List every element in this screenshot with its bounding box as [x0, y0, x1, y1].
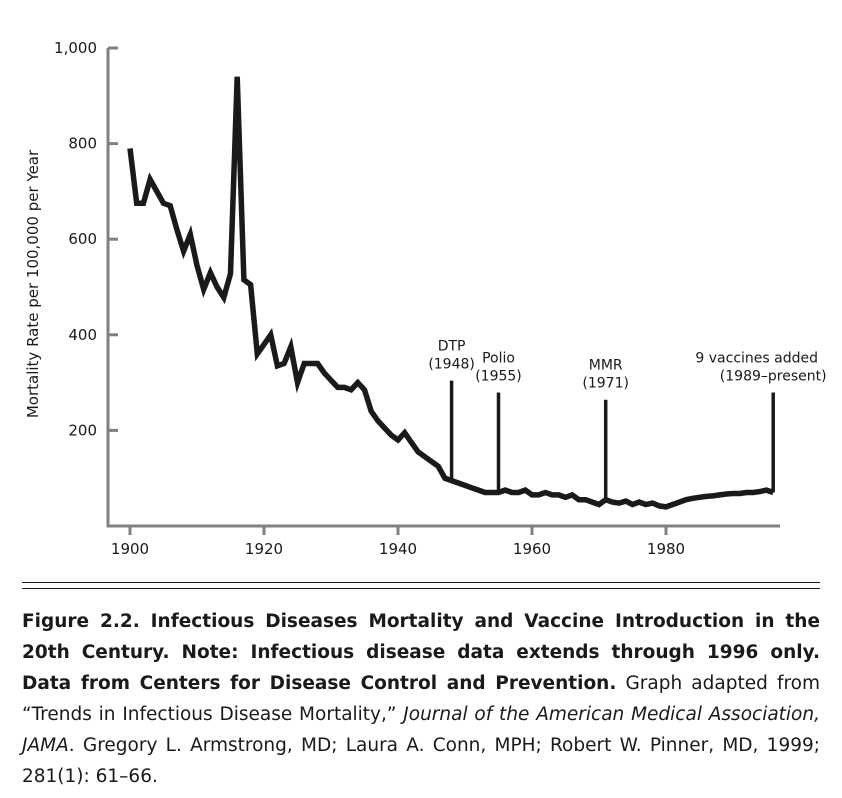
y-tick-label: 200	[68, 421, 97, 439]
x-axis-ticks: 1900 1920 1940 1960 1980	[111, 526, 685, 558]
annotation-label: DTP	[438, 339, 466, 355]
x-tick-label: 1980	[647, 540, 685, 558]
caption-text-1: Graph adapted from “Trends in Infectious…	[22, 673, 820, 725]
annotation-label: (1948)	[428, 357, 475, 373]
x-tick-label: 1940	[379, 540, 417, 558]
y-tick-label: 600	[68, 230, 97, 248]
annotation-label: 9 vaccines added	[695, 351, 818, 367]
y-axis-ticks: 200 400 600 800 1,000	[54, 39, 118, 439]
caption-text-2: . Gregory L. Armstrong, MD; Laura A. Con…	[22, 735, 820, 787]
annotation-label: (1955)	[475, 369, 522, 385]
chart-axes	[106, 48, 780, 528]
figure-caption: Figure 2.2. Infectious Diseases Mortalit…	[22, 606, 820, 792]
annotation-label: (1971)	[582, 376, 629, 392]
mortality-series-line	[127, 76, 775, 510]
annotation-label: MMR	[589, 358, 623, 374]
y-tick-label: 400	[68, 326, 97, 344]
mortality-chart: 200 400 600 800 1,000 1900 1920 1940 1960 1980 M…	[24, 39, 827, 558]
y-tick-label: 800	[68, 135, 97, 153]
y-axis-title: Mortality Rate per 100,000 per Year	[24, 149, 42, 418]
vaccine-annotations: DTP (1948) Polio (1955) MMR (1971) 9 vaccines …	[428, 339, 827, 500]
y-tick-label: 1,000	[54, 39, 97, 57]
annotation-label: (1989–present)	[720, 369, 827, 385]
x-tick-label: 1920	[245, 540, 283, 558]
x-tick-label: 1900	[111, 540, 149, 558]
caption-bold-lead: Figure 2.2. Infectious Diseases Mortalit…	[22, 611, 820, 694]
caption-divider-top	[22, 582, 820, 583]
x-tick-label: 1960	[513, 540, 551, 558]
caption-divider-bottom	[22, 588, 820, 589]
caption-journal-title: Journal of the American Medical Associat…	[22, 704, 820, 756]
annotation-label: Polio	[482, 351, 515, 367]
